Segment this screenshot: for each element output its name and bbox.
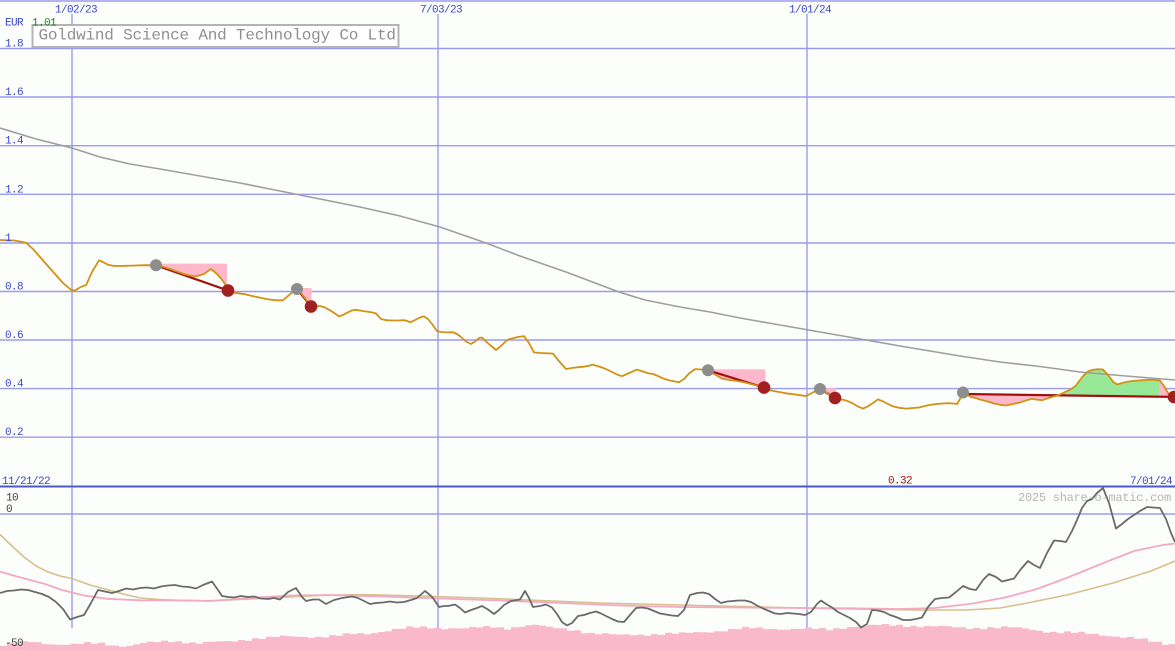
svg-text:0.8: 0.8 bbox=[5, 282, 23, 294]
svg-text:1.2: 1.2 bbox=[5, 184, 23, 196]
svg-text:0: 0 bbox=[6, 504, 12, 516]
svg-text:1.4: 1.4 bbox=[5, 136, 24, 148]
svg-text:7/03/23: 7/03/23 bbox=[420, 5, 462, 17]
svg-text:0.2: 0.2 bbox=[5, 427, 23, 439]
svg-text:0.4: 0.4 bbox=[5, 379, 24, 391]
svg-text:Goldwind Science And Technolog: Goldwind Science And Technology Co Ltd bbox=[39, 27, 396, 45]
svg-text:11/21/22: 11/21/22 bbox=[2, 476, 50, 488]
svg-text:0.32: 0.32 bbox=[888, 476, 912, 488]
svg-text:1/01/24: 1/01/24 bbox=[789, 5, 832, 17]
svg-text:EUR: EUR bbox=[5, 18, 24, 30]
svg-text:0.6: 0.6 bbox=[5, 330, 23, 342]
svg-text:1.8: 1.8 bbox=[5, 39, 23, 51]
svg-text:2025 share-o-matic.com: 2025 share-o-matic.com bbox=[1018, 491, 1171, 505]
svg-text:1.6: 1.6 bbox=[5, 87, 23, 99]
svg-text:10: 10 bbox=[6, 493, 18, 505]
svg-text:1: 1 bbox=[5, 233, 12, 245]
svg-text:-50: -50 bbox=[5, 638, 23, 650]
svg-text:1/02/23: 1/02/23 bbox=[55, 5, 97, 17]
svg-text:7/01/24: 7/01/24 bbox=[1130, 476, 1173, 488]
svg-text:1.01: 1.01 bbox=[32, 18, 57, 30]
